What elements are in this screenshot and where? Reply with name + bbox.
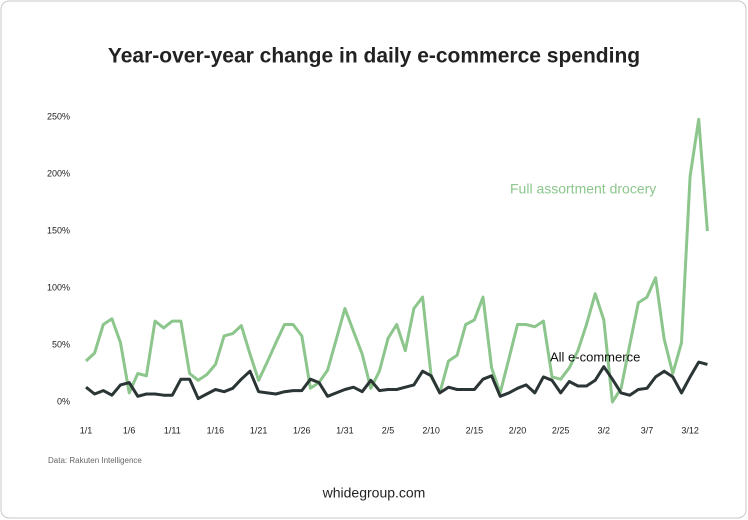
y-tick-label: 250%: [47, 111, 70, 121]
y-tick-label: 200%: [47, 168, 70, 178]
x-tick-label: 1/26: [293, 425, 311, 435]
series-label: Full assortment drocery: [510, 181, 656, 197]
line-series: [85, 360, 708, 401]
x-tick-label: 2/20: [509, 425, 527, 435]
x-tick-label: 2/5: [382, 425, 395, 435]
x-tick-label: 2/15: [466, 425, 484, 435]
x-tick-label: 3/2: [598, 425, 611, 435]
x-tick-label: 1/6: [123, 425, 136, 435]
x-tick-label: 2/25: [552, 425, 570, 435]
source: Data: Rakuten Intelligence: [48, 456, 142, 465]
line-series: [84, 117, 709, 404]
chart-title: Year-over-year change in daily e-commerc…: [108, 45, 640, 68]
x-tick-label: 1/31: [336, 425, 354, 435]
x-tick-label: 1/1: [80, 425, 93, 435]
x-tick-label: 1/11: [164, 425, 181, 435]
x-tick-label: 2/10: [422, 425, 440, 435]
y-tick-label: 100%: [47, 282, 70, 292]
y-tick-label: 150%: [47, 225, 70, 235]
y-tick-label: 50%: [52, 339, 70, 349]
y-tick-label: 0%: [57, 396, 70, 406]
x-tick-label: 1/21: [250, 425, 268, 435]
x-tick-label: 1/16: [207, 425, 225, 435]
x-tick-label: 3/12: [681, 425, 699, 435]
series-label: All e-commerce: [550, 349, 640, 364]
x-tick-label: 3/7: [641, 425, 654, 435]
footer: whidegroup.com: [322, 485, 426, 501]
